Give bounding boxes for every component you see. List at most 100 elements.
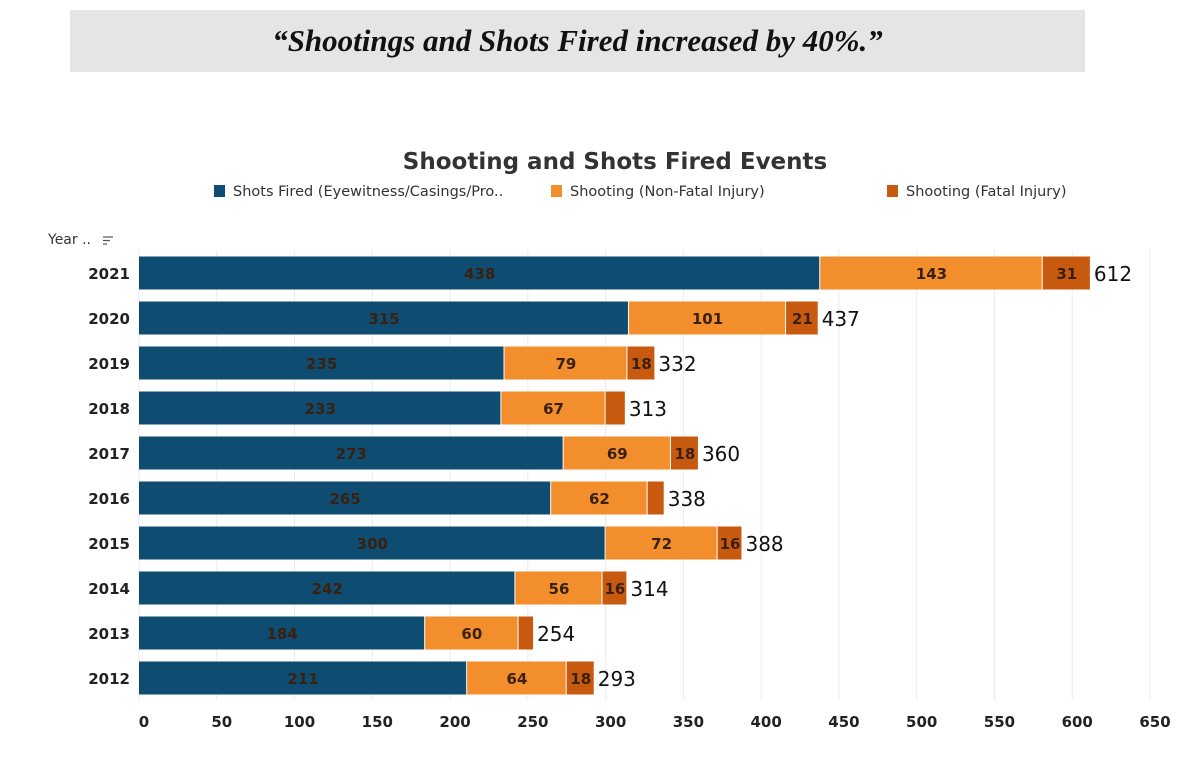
bar-row-2021: 2021 438 143 31 612: [88, 256, 1132, 290]
bar-segment[interactable]: [139, 526, 605, 560]
total-label: 612: [1094, 262, 1132, 286]
legend-label: Shooting (Fatal Injury): [906, 184, 1067, 200]
bar-row-2018: 2018 233 67 313: [88, 391, 667, 425]
legend: Shots Fired (Eyewitness/Casings/Pro.. Sho…: [214, 184, 1067, 200]
y-tick-label: 2016: [88, 490, 130, 508]
bar-row-2013: 2013 184 60 254: [88, 616, 575, 650]
bar-row-2017: 2017 273 69 18 360: [88, 436, 740, 470]
sort-icon[interactable]: [103, 236, 113, 245]
segment-label: 211: [287, 670, 318, 688]
bar-segment[interactable]: [501, 391, 605, 425]
chart-title: Shooting and Shots Fired Events: [403, 149, 827, 175]
segment-label: 300: [357, 535, 388, 553]
bar-row-2016: 2016 265 62 338: [88, 481, 706, 515]
x-tick-label: 200: [439, 713, 470, 731]
segment-label: 16: [605, 580, 626, 598]
bar-segment[interactable]: [139, 481, 551, 515]
bar-segment[interactable]: [504, 346, 627, 380]
segment-label: 69: [607, 445, 628, 463]
bar-segment[interactable]: [425, 616, 518, 650]
bar-row-2012: 2012 211 64 18 293: [88, 661, 636, 695]
bar-segment[interactable]: [627, 346, 655, 380]
bar-segment[interactable]: [139, 346, 504, 380]
bar-segment[interactable]: [605, 526, 717, 560]
bar-segment[interactable]: [518, 616, 534, 650]
bar-segment[interactable]: [515, 571, 602, 605]
x-tick-label: 250: [517, 713, 548, 731]
total-label: 338: [668, 487, 706, 511]
y-tick-label: 2018: [88, 400, 130, 418]
segment-label: 233: [305, 400, 336, 418]
total-label: 332: [658, 352, 696, 376]
segment-label: 235: [306, 355, 337, 373]
total-label: 254: [537, 622, 575, 646]
bar-segment[interactable]: [563, 436, 670, 470]
bar-segment[interactable]: [139, 391, 501, 425]
segment-label: 16: [720, 535, 741, 553]
bar-segment[interactable]: [139, 436, 563, 470]
bar-segment[interactable]: [820, 256, 1042, 290]
legend-swatch: [887, 185, 898, 197]
segment-label: 101: [692, 310, 723, 328]
x-tick-label: 450: [828, 713, 859, 731]
y-axis-label: Year ..: [47, 232, 91, 248]
y-tick-label: 2014: [88, 580, 130, 598]
total-label: 293: [598, 667, 636, 691]
bar-row-2020: 2020 315 101 21 437: [88, 301, 860, 335]
legend-label: Shooting (Non-Fatal Injury): [570, 184, 765, 200]
total-label: 388: [745, 532, 783, 556]
segment-label: 72: [651, 535, 672, 553]
quote-banner: “Shootings and Shots Fired increased by …: [70, 10, 1085, 72]
x-tick-label: 300: [595, 713, 626, 731]
x-tick-label: 500: [906, 713, 937, 731]
bar-segment[interactable]: [647, 481, 664, 515]
bar-segment[interactable]: [717, 526, 742, 560]
bars: 2021 438 143 31 612 2020 315 101 21 437 2019 235 79 1…: [88, 256, 1132, 695]
bar-segment[interactable]: [467, 661, 566, 695]
segment-label: 242: [312, 580, 343, 598]
x-tick-label: 550: [984, 713, 1015, 731]
segment-label: 273: [336, 445, 367, 463]
bar-segment[interactable]: [1042, 256, 1090, 290]
segment-label: 265: [329, 490, 360, 508]
bar-segment[interactable]: [139, 571, 515, 605]
y-tick-label: 2012: [88, 670, 130, 688]
legend-swatch: [214, 185, 225, 197]
x-tick-label: 50: [211, 713, 232, 731]
bar-segment[interactable]: [139, 661, 467, 695]
y-tick-label: 2017: [88, 445, 130, 463]
total-label: 314: [630, 577, 668, 601]
bar-segment[interactable]: [786, 301, 818, 335]
segment-label: 62: [589, 490, 610, 508]
segment-label: 18: [675, 445, 696, 463]
quote-text: “Shootings and Shots Fired increased by …: [272, 23, 883, 58]
y-tick-label: 2020: [88, 310, 130, 328]
y-tick-label: 2021: [88, 265, 130, 283]
y-tick-label: 2013: [88, 625, 130, 643]
bar-segment[interactable]: [602, 571, 627, 605]
bar-row-2019: 2019 235 79 18 332: [88, 346, 697, 380]
x-tick-label: 0: [139, 713, 149, 731]
segment-label: 56: [549, 580, 570, 598]
bar-segment[interactable]: [139, 616, 425, 650]
bar-row-2014: 2014 242 56 16 314: [88, 571, 669, 605]
segment-label: 315: [368, 310, 399, 328]
x-tick-label: 100: [284, 713, 315, 731]
bar-segment[interactable]: [139, 256, 820, 290]
total-label: 313: [629, 397, 667, 421]
segment-label: 79: [556, 355, 577, 373]
segment-label: 60: [461, 625, 482, 643]
bar-segment[interactable]: [551, 481, 647, 515]
x-tick-label: 600: [1062, 713, 1093, 731]
y-tick-label: 2019: [88, 355, 130, 373]
bar-row-2015: 2015 300 72 16 388: [88, 526, 784, 560]
bar-segment[interactable]: [566, 661, 594, 695]
segment-label: 143: [916, 265, 947, 283]
bar-segment[interactable]: [628, 301, 786, 335]
y-tick-label: 2015: [88, 535, 130, 553]
bar-segment[interactable]: [605, 391, 625, 425]
bar-segment[interactable]: [139, 301, 628, 335]
segment-label: 21: [792, 310, 813, 328]
bar-segment[interactable]: [670, 436, 698, 470]
